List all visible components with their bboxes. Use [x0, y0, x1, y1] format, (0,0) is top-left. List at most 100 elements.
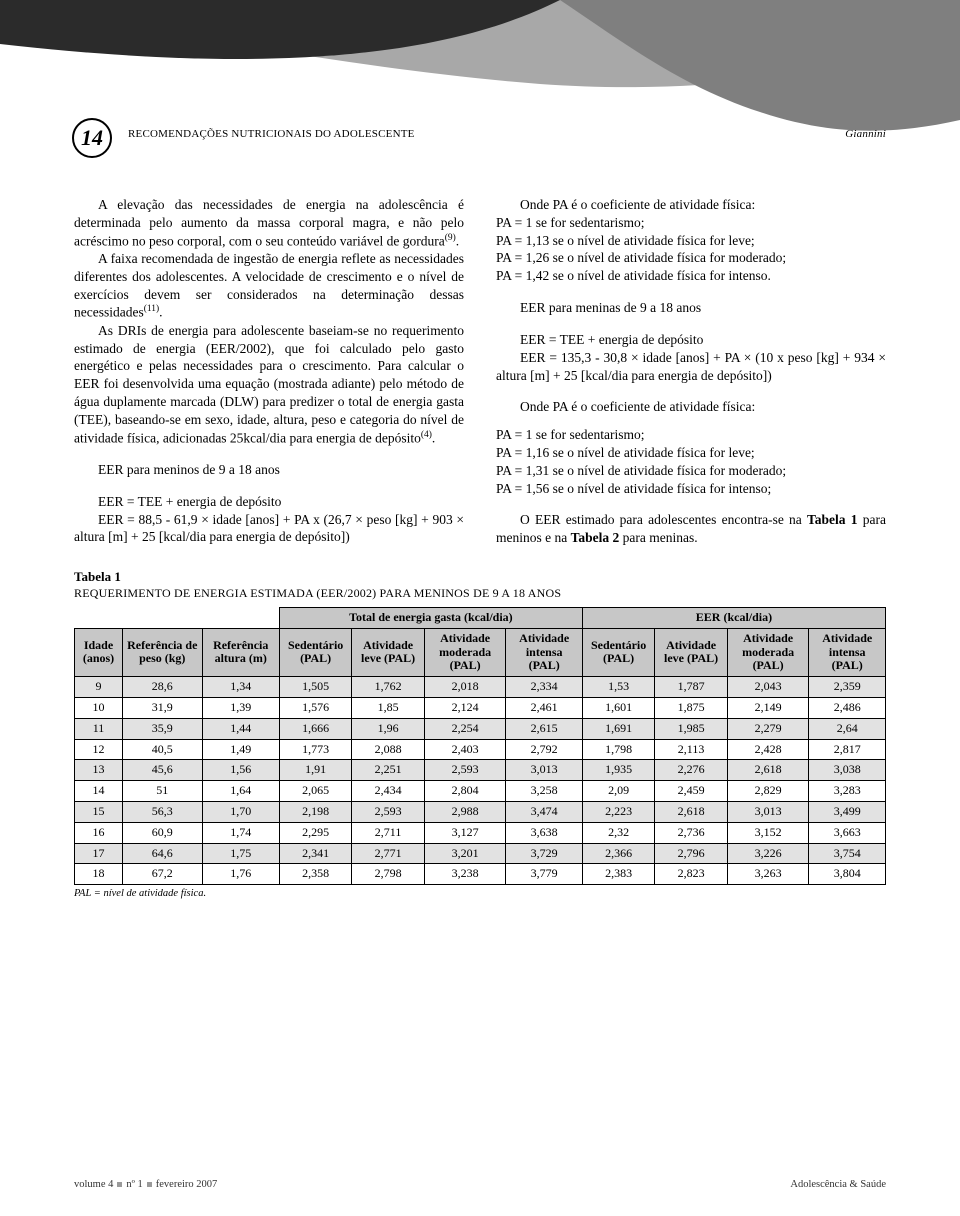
table-title: Tabela 1: [74, 569, 886, 585]
column-header: Idade (anos): [75, 628, 123, 676]
table-cell: 1,691: [582, 718, 654, 739]
table-row: 928,61,341,5051,7622,0182,3341,531,7872,…: [75, 677, 886, 698]
subheading: EER para meninos de 9 a 18 anos: [74, 461, 464, 479]
table-cell: 1,935: [582, 760, 654, 781]
paragraph: O EER estimado para adolescentes encontr…: [496, 511, 886, 547]
table-cell: 2,383: [582, 864, 654, 885]
table-cell: 2,403: [424, 739, 506, 760]
table-cell: 2,64: [809, 718, 886, 739]
table-cell: 2,366: [582, 843, 654, 864]
table-cell: 3,663: [809, 822, 886, 843]
running-head-author: Giannini: [845, 128, 886, 140]
table-cell: 45,6: [123, 760, 203, 781]
table-cell: 1,601: [582, 697, 654, 718]
table-cell: 2,796: [655, 843, 728, 864]
two-column-text: A elevação das necessidades de energia n…: [74, 196, 886, 547]
table-cell: 2,486: [809, 697, 886, 718]
table-cell: 2,618: [727, 760, 809, 781]
paragraph: A elevação das necessidades de energia n…: [74, 196, 464, 250]
table-cell: 2,358: [279, 864, 351, 885]
page-footer: volume 4nº 1fevereiro 2007 Adolescência …: [74, 1179, 886, 1190]
table-cell: 2,065: [279, 781, 351, 802]
formula: EER = 88,5 - 61,9 × idade [anos] + PA x …: [74, 511, 464, 547]
table-cell: 2,223: [582, 801, 654, 822]
table-note: PAL = nível de atividade física.: [74, 888, 886, 899]
table-cell: 2,124: [424, 697, 506, 718]
footer-right: Adolescência & Saúde: [790, 1179, 886, 1190]
table-cell: 2,615: [506, 718, 582, 739]
table-row: 1556,31,702,1982,5932,9883,4742,2232,618…: [75, 801, 886, 822]
column-header: Atividade intensa (PAL): [506, 628, 582, 676]
table-body: 928,61,341,5051,7622,0182,3341,531,7872,…: [75, 677, 886, 885]
table-group-row: Total de energia gasta (kcal/dia) EER (k…: [75, 608, 886, 629]
table-cell: 1,49: [202, 739, 279, 760]
table-header-row: Idade (anos)Referência de peso (kg)Refer…: [75, 628, 886, 676]
table-cell: 2,823: [655, 864, 728, 885]
table-cell: 2,593: [424, 760, 506, 781]
table-cell: 2,792: [506, 739, 582, 760]
column-header: Sedentário (PAL): [279, 628, 351, 676]
table-cell: 2,428: [727, 739, 809, 760]
pa-line: PA = 1,16 se o nível de atividade física…: [496, 444, 886, 462]
table-cell: 28,6: [123, 677, 203, 698]
table-cell: 2,593: [352, 801, 425, 822]
table-cell: 1,91: [279, 760, 351, 781]
table-cell: 1,44: [202, 718, 279, 739]
paragraph: As DRIs de energia para adolescente base…: [74, 322, 464, 447]
running-head: RECOMENDAÇÕES NUTRICIONAIS DO ADOLESCENT…: [128, 128, 886, 140]
table-cell: 3,499: [809, 801, 886, 822]
table-cell: 2,461: [506, 697, 582, 718]
table-cell: 15: [75, 801, 123, 822]
table-cell: 3,013: [727, 801, 809, 822]
table-cell: 1,985: [655, 718, 728, 739]
table-cell: 2,817: [809, 739, 886, 760]
table-cell: 1,787: [655, 677, 728, 698]
table-cell: 2,359: [809, 677, 886, 698]
table-cell: 3,238: [424, 864, 506, 885]
column-header: Referência altura (m): [202, 628, 279, 676]
table-cell: 2,198: [279, 801, 351, 822]
page-number-badge: 14: [72, 118, 112, 158]
table-cell: 2,09: [582, 781, 654, 802]
table-cell: 11: [75, 718, 123, 739]
table-cell: 1,56: [202, 760, 279, 781]
table-cell: 10: [75, 697, 123, 718]
table-cell: 64,6: [123, 843, 203, 864]
table-cell: 1,76: [202, 864, 279, 885]
table-cell: 2,434: [352, 781, 425, 802]
table-cell: 1,74: [202, 822, 279, 843]
table-cell: 17: [75, 843, 123, 864]
table-cell: 2,798: [352, 864, 425, 885]
table-row: 1867,21,762,3582,7983,2383,7792,3832,823…: [75, 864, 886, 885]
column-header: Atividade intensa (PAL): [809, 628, 886, 676]
table-cell: 1,75: [202, 843, 279, 864]
table-row: 1240,51,491,7732,0882,4032,7921,7982,113…: [75, 739, 886, 760]
pa-line: PA = 1 se for sedentarismo;: [496, 426, 886, 444]
column-header: Atividade leve (PAL): [655, 628, 728, 676]
table-cell: 1,576: [279, 697, 351, 718]
table-cell: 2,829: [727, 781, 809, 802]
table-cell: 3,474: [506, 801, 582, 822]
table-cell: 2,279: [727, 718, 809, 739]
table-cell: 2,149: [727, 697, 809, 718]
table-cell: 2,711: [352, 822, 425, 843]
table-row: 1764,61,752,3412,7713,2013,7292,3662,796…: [75, 843, 886, 864]
table-cell: 2,618: [655, 801, 728, 822]
table-cell: 1,39: [202, 697, 279, 718]
table-cell: 2,341: [279, 843, 351, 864]
left-column: A elevação das necessidades de energia n…: [74, 196, 464, 547]
paragraph: A faixa recomendada de ingestão de energ…: [74, 250, 464, 322]
group-header: EER (kcal/dia): [582, 608, 885, 629]
table-cell: 2,334: [506, 677, 582, 698]
footer-left: volume 4nº 1fevereiro 2007: [74, 1179, 217, 1190]
table-cell: 9: [75, 677, 123, 698]
table-cell: 1,773: [279, 739, 351, 760]
table-cell: 1,505: [279, 677, 351, 698]
pa-line: PA = 1,31 se o nível de atividade física…: [496, 462, 886, 480]
table-cell: 1,34: [202, 677, 279, 698]
table-cell: 51: [123, 781, 203, 802]
table-cell: 1,64: [202, 781, 279, 802]
table-cell: 3,013: [506, 760, 582, 781]
table-cell: 3,226: [727, 843, 809, 864]
table-cell: 12: [75, 739, 123, 760]
